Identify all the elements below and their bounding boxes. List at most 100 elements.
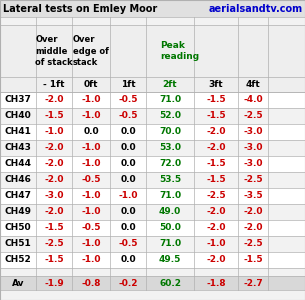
Text: 0.0: 0.0 [120, 143, 136, 152]
Text: CH51: CH51 [5, 239, 31, 248]
Bar [0, 156, 305, 172]
Text: -1.0: -1.0 [81, 112, 101, 121]
Text: 0.0: 0.0 [120, 256, 136, 265]
Text: -2.0: -2.0 [44, 176, 64, 184]
Text: CH37: CH37 [5, 95, 31, 104]
Text: -1.8: -1.8 [206, 278, 226, 287]
Text: -1.5: -1.5 [206, 95, 226, 104]
Text: -2.0: -2.0 [44, 95, 64, 104]
Text: CH47: CH47 [5, 191, 31, 200]
Bar [0, 236, 305, 252]
Text: 0.0: 0.0 [120, 176, 136, 184]
Bar [0, 25, 305, 77]
Text: CH41: CH41 [5, 128, 31, 136]
Text: 49.0: 49.0 [159, 208, 181, 217]
Text: -1.0: -1.0 [206, 239, 226, 248]
Bar [0, 172, 305, 188]
Text: -1.0: -1.0 [81, 160, 101, 169]
Text: -3.0: -3.0 [243, 128, 263, 136]
Text: Over
middle
of stack: Over middle of stack [35, 35, 73, 67]
Text: 4ft: 4ft [246, 80, 260, 89]
Text: -0.5: -0.5 [118, 239, 138, 248]
Text: -0.5: -0.5 [81, 176, 101, 184]
Text: -0.2: -0.2 [118, 278, 138, 287]
Text: -2.5: -2.5 [206, 191, 226, 200]
Text: CH50: CH50 [5, 224, 31, 232]
Text: -1.5: -1.5 [243, 256, 263, 265]
Text: -3.0: -3.0 [243, 160, 263, 169]
Text: -1.5: -1.5 [44, 256, 64, 265]
Text: -2.0: -2.0 [44, 208, 64, 217]
Text: 70.0: 70.0 [159, 128, 181, 136]
Text: CH40: CH40 [5, 112, 31, 121]
Text: 50.0: 50.0 [159, 224, 181, 232]
Text: Av: Av [12, 278, 24, 287]
Text: -1.0: -1.0 [81, 239, 101, 248]
Text: -2.5: -2.5 [243, 176, 263, 184]
Text: 0ft: 0ft [84, 80, 98, 89]
Text: -1.5: -1.5 [44, 224, 64, 232]
Text: 2ft: 2ft [163, 80, 177, 89]
Text: -1.9: -1.9 [44, 278, 64, 287]
Text: -1.0: -1.0 [44, 128, 64, 136]
Text: 72.0: 72.0 [159, 160, 181, 169]
Text: 0.0: 0.0 [120, 128, 136, 136]
Text: 0.0: 0.0 [120, 224, 136, 232]
Bar [0, 108, 305, 124]
Text: 71.0: 71.0 [159, 95, 181, 104]
Text: -2.5: -2.5 [44, 239, 64, 248]
Text: 3ft: 3ft [209, 80, 223, 89]
Text: -2.7: -2.7 [243, 278, 263, 287]
Text: 71.0: 71.0 [159, 191, 181, 200]
Text: -1.0: -1.0 [118, 191, 138, 200]
Bar [0, 124, 305, 140]
Text: -0.8: -0.8 [81, 278, 101, 287]
Text: CH49: CH49 [5, 208, 31, 217]
Text: -1.0: -1.0 [81, 191, 101, 200]
Text: -1.5: -1.5 [44, 112, 64, 121]
Text: -1.0: -1.0 [81, 256, 101, 265]
Bar [0, 220, 305, 236]
Bar [0, 204, 305, 220]
Text: -1.5: -1.5 [206, 160, 226, 169]
Text: -2.0: -2.0 [243, 208, 263, 217]
Text: -2.0: -2.0 [206, 143, 226, 152]
Text: CH44: CH44 [5, 160, 31, 169]
Text: 0.0: 0.0 [120, 208, 136, 217]
Text: -1.0: -1.0 [81, 208, 101, 217]
Text: -2.0: -2.0 [206, 256, 226, 265]
Text: 0.0: 0.0 [83, 128, 99, 136]
Bar [0, 17, 305, 25]
Text: -3.0: -3.0 [44, 191, 64, 200]
Text: -1.5: -1.5 [206, 176, 226, 184]
Text: 60.2: 60.2 [159, 278, 181, 287]
Text: -0.5: -0.5 [118, 112, 138, 121]
Text: -2.5: -2.5 [243, 239, 263, 248]
Text: -2.0: -2.0 [206, 224, 226, 232]
Text: -2.0: -2.0 [206, 208, 226, 217]
Text: -0.5: -0.5 [81, 224, 101, 232]
Text: - 1ft: - 1ft [43, 80, 65, 89]
Bar [0, 268, 305, 276]
Text: 1ft: 1ft [121, 80, 135, 89]
Text: 53.0: 53.0 [159, 143, 181, 152]
Text: -3.5: -3.5 [243, 191, 263, 200]
Text: -2.0: -2.0 [44, 143, 64, 152]
Text: -4.0: -4.0 [243, 95, 263, 104]
Text: -1.0: -1.0 [81, 143, 101, 152]
Bar [0, 188, 305, 204]
Text: -2.0: -2.0 [206, 128, 226, 136]
Bar [0, 276, 305, 290]
Text: -0.5: -0.5 [118, 95, 138, 104]
Bar [0, 77, 305, 92]
Text: CH46: CH46 [5, 176, 31, 184]
Text: 49.5: 49.5 [159, 256, 181, 265]
Text: 53.5: 53.5 [159, 176, 181, 184]
Bar [0, 140, 305, 156]
Text: CH52: CH52 [5, 256, 31, 265]
Text: 71.0: 71.0 [159, 239, 181, 248]
Text: 52.0: 52.0 [159, 112, 181, 121]
Text: -2.0: -2.0 [44, 160, 64, 169]
Bar [0, 0, 305, 17]
Text: -2.5: -2.5 [243, 112, 263, 121]
